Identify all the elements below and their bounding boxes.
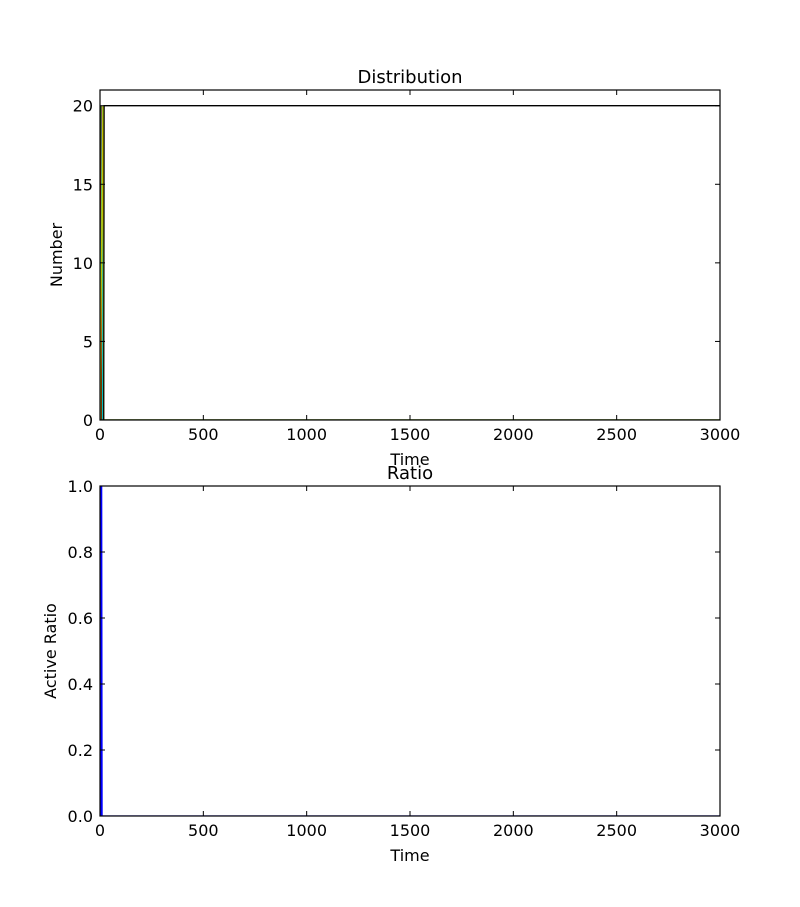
x-tick-label: 2000 [493, 425, 534, 444]
y-tick-label: 10 [73, 254, 93, 273]
series-line-1 [100, 105, 720, 420]
y-tick-label: 0.8 [68, 543, 93, 562]
plot-frame [99, 485, 721, 817]
x-tick-label: 3000 [700, 425, 741, 444]
y-tick-label: 0.6 [68, 609, 93, 628]
x-tick-label: 0 [95, 425, 105, 444]
x-tick-label: 1000 [286, 425, 327, 444]
series-group [100, 105, 720, 420]
plot-frame [99, 89, 721, 421]
ratio-panel: 0 500 1000 1500 2000 2500 3000 0.0 0.2 0.4 0.6 0.8 1… [41, 463, 740, 865]
y-tick-label: 0.4 [68, 675, 93, 694]
y-axis-label: Number [47, 222, 66, 287]
x-tick-label: 500 [188, 821, 219, 840]
x-tick-label: 1500 [390, 821, 431, 840]
y-tick-label: 1.0 [68, 477, 93, 496]
y-axis-label: Active Ratio [41, 603, 60, 699]
series-line-2 [100, 105, 720, 420]
x-axis-label: Time [389, 450, 429, 469]
x-tick-label: 2500 [596, 821, 637, 840]
x-tick-label: 2000 [493, 821, 534, 840]
x-tick-label: 500 [188, 425, 219, 444]
x-tick-label: 1500 [390, 425, 431, 444]
y-tick-label: 0 [83, 411, 93, 430]
y-tick-label: 20 [73, 97, 93, 116]
series-line-4 [100, 105, 720, 420]
chart-title: Ratio [387, 463, 433, 484]
y-tick-label: 0.0 [68, 807, 93, 826]
x-tick-label: 1000 [286, 821, 327, 840]
x-tick-label: 2500 [596, 425, 637, 444]
distribution-panel: 0 500 1000 1500 2000 2500 3000 0 5 10 15 20 Distribu… [47, 67, 740, 469]
series-line-0 [100, 105, 720, 420]
series-group [100, 486, 720, 816]
chart-title: Distribution [357, 67, 462, 88]
y-tick-label: 5 [83, 332, 93, 351]
y-tick-label: 15 [73, 175, 93, 194]
x-axis-label: Time [389, 846, 429, 865]
series-line-3 [100, 105, 720, 420]
series-line-0 [100, 486, 720, 816]
y-tick-label: 0.2 [68, 741, 93, 760]
x-tick-label: 0 [95, 821, 105, 840]
x-tick-label: 3000 [700, 821, 741, 840]
